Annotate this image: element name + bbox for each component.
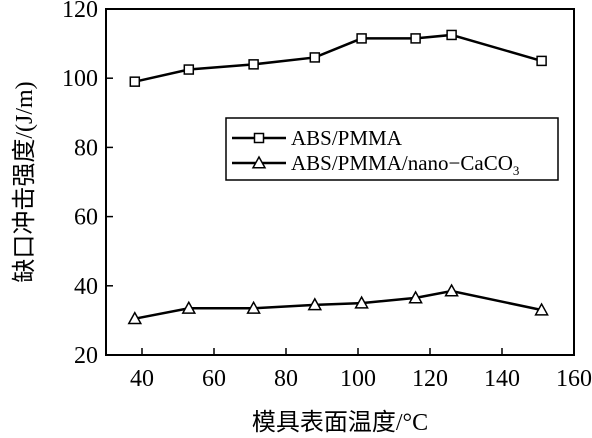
- legend-label: ABS/PMMA: [291, 126, 403, 150]
- data-point: [444, 283, 459, 297]
- x-tick-label: 160: [556, 366, 592, 392]
- data-point: [127, 311, 143, 325]
- data-point: [356, 33, 367, 44]
- legend-label: ABS/PMMA/nano−CaCO3: [291, 151, 519, 178]
- data-point: [536, 55, 547, 67]
- x-tick-label: 140: [484, 366, 520, 392]
- x-tick-label: 80: [274, 366, 298, 392]
- x-tick-label: 120: [412, 366, 448, 392]
- series-line: [134, 289, 542, 320]
- plot-frame: [105, 8, 575, 356]
- y-tick-label: 120: [62, 0, 98, 23]
- x-tick-label: 40: [130, 366, 154, 392]
- y-tick-label: 100: [62, 66, 98, 92]
- legend-marker: [251, 155, 267, 169]
- data-point: [181, 300, 197, 314]
- data-point: [246, 300, 261, 314]
- data-point: [183, 64, 195, 75]
- data-point: [248, 59, 259, 70]
- data-point: [307, 297, 323, 311]
- x-tick-label: 60: [202, 366, 226, 392]
- x-tick-label: 100: [340, 366, 376, 392]
- legend-marker: [253, 132, 265, 144]
- data-point: [410, 33, 421, 44]
- axis-ticks: 40 60 80 100 120 140 160 20 40 60 80 100 120: [62, 0, 592, 392]
- data-point: [354, 295, 369, 309]
- y-tick-label: 40: [74, 274, 98, 300]
- series-square: [129, 29, 547, 87]
- y-tick-label: 60: [74, 205, 98, 231]
- y-tick-label: 20: [74, 343, 98, 369]
- data-point: [408, 290, 423, 304]
- data-point: [534, 302, 549, 316]
- data-point: [446, 29, 457, 41]
- y-tick-label: 80: [74, 135, 98, 161]
- data-point: [309, 52, 321, 63]
- y-axis-label: 缺口冲击强度/(J/m): [11, 81, 38, 282]
- data-point: [129, 76, 141, 87]
- x-axis-label: 模具表面温度/°C: [252, 409, 428, 436]
- series-triangle: [127, 283, 549, 325]
- legend-box: [225, 117, 559, 181]
- series-line: [134, 33, 542, 83]
- series-layer: [127, 29, 549, 325]
